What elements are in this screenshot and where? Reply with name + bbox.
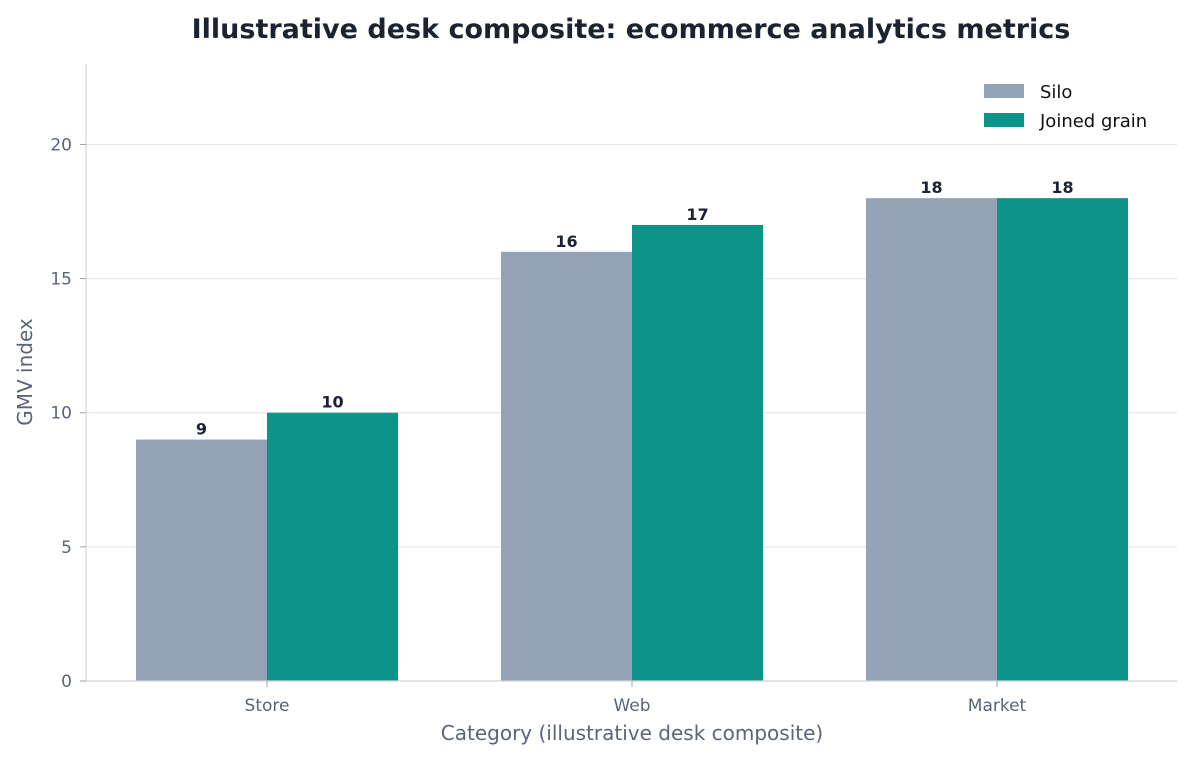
- data-label: 16: [555, 232, 577, 251]
- chart-title: Illustrative desk composite: ecommerce a…: [192, 14, 1071, 45]
- data-label: 10: [321, 393, 343, 412]
- bar-joined-grain: [632, 224, 763, 681]
- y-tick-label: 10: [50, 404, 72, 424]
- data-label: 18: [920, 178, 942, 197]
- y-tick-label: 20: [50, 135, 72, 155]
- legend-swatch: [984, 113, 1024, 127]
- bar-joined-grain: [267, 412, 398, 681]
- data-labels: 9 10 16 17 18 18: [196, 178, 1074, 438]
- legend-label: Joined grain: [1039, 111, 1147, 132]
- bar-silo: [866, 198, 997, 681]
- y-tick-label: 5: [61, 538, 72, 558]
- data-label: 18: [1051, 178, 1073, 197]
- bar-silo: [136, 439, 267, 681]
- x-tick-label: Web: [613, 696, 650, 716]
- x-tick-label: Store: [245, 696, 290, 716]
- bar-silo: [501, 251, 632, 682]
- y-axis-label: GMV index: [13, 318, 37, 426]
- y-tick-label: 0: [61, 672, 72, 692]
- data-label: 9: [196, 420, 207, 439]
- legend: Silo Joined grain: [984, 82, 1147, 132]
- y-tick-label: 15: [50, 270, 72, 290]
- x-tick-label: Market: [968, 696, 1027, 716]
- bar-joined-grain: [997, 198, 1128, 681]
- tick-labels: 0 5 10 15 20 Store Web Market: [50, 135, 1026, 716]
- legend-label: Silo: [1040, 82, 1072, 103]
- x-axis-label: Category (illustrative desk composite): [441, 721, 823, 745]
- bars: [136, 198, 1128, 682]
- data-label: 17: [686, 205, 708, 224]
- legend-swatch: [984, 84, 1024, 98]
